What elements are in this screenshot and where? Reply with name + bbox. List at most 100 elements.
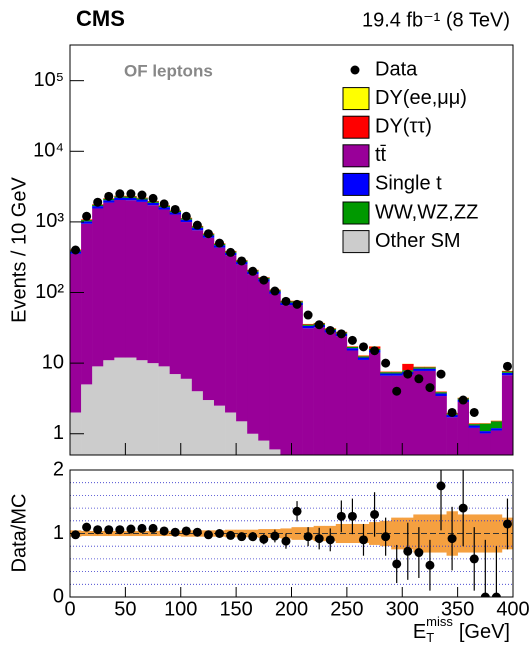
- stack-segment: [291, 305, 303, 455]
- ratio-point: [126, 524, 136, 534]
- data-point: [82, 211, 92, 221]
- legend-swatch: [342, 230, 370, 254]
- y-axis-label: Events / 10 GeV: [8, 177, 30, 323]
- y-tick-label: 10³: [35, 210, 64, 232]
- data-point: [137, 190, 147, 200]
- data-point: [502, 361, 512, 371]
- data-point: [314, 320, 324, 330]
- data-point: [148, 193, 158, 203]
- y-tick-label: 1: [53, 522, 64, 544]
- data-point: [303, 310, 313, 320]
- data-point: [370, 346, 380, 356]
- stack-segment: [247, 274, 259, 434]
- ratio-point: [248, 532, 258, 542]
- x-tick-label: 400: [496, 598, 529, 620]
- data-point: [347, 335, 357, 345]
- stack-segment: [468, 424, 481, 426]
- stack-segment: [468, 425, 481, 428]
- stack-segment: [169, 214, 182, 375]
- x-label-base: E: [413, 621, 426, 643]
- x-tick-label: 300: [386, 598, 419, 620]
- stack-segment: [490, 420, 503, 422]
- ratio-point: [436, 481, 446, 491]
- stack-segment: [247, 433, 259, 455]
- ratio-point: [358, 535, 368, 545]
- stack-segment: [380, 372, 392, 374]
- stack-segment: [258, 281, 270, 441]
- data-point: [325, 325, 335, 335]
- legend-label: Single t: [375, 173, 442, 195]
- ratio-point: [203, 530, 213, 540]
- stack-segment: [357, 355, 370, 357]
- stack-segment: [213, 247, 226, 406]
- stack-segment: [479, 433, 492, 455]
- stack-segment: [346, 346, 359, 349]
- data-point: [436, 369, 446, 379]
- x-label-unit: [GeV]: [459, 621, 510, 643]
- ratio-point: [93, 525, 103, 535]
- stack-segment: [413, 368, 425, 371]
- stack-segment: [501, 371, 513, 373]
- stack-segment: [125, 357, 137, 455]
- stack-segment: [324, 332, 337, 455]
- ratio-point: [159, 526, 169, 536]
- ratio-point: [226, 530, 236, 540]
- data-point: [181, 211, 191, 221]
- stack-segment: [103, 360, 115, 455]
- stack-segment: [402, 363, 414, 371]
- ratio-point: [370, 509, 380, 519]
- stack-segment: [180, 222, 193, 379]
- stack-segment: [490, 428, 503, 431]
- stack-segment: [391, 375, 403, 455]
- ratio-point: [403, 546, 413, 556]
- stack-segment: [435, 392, 447, 394]
- stack-segment: [435, 393, 447, 397]
- stack-segment: [269, 449, 281, 455]
- ratio-point: [181, 526, 191, 536]
- y-tick-label: 1: [53, 422, 64, 444]
- ratio-point: [82, 522, 92, 532]
- data-point: [170, 204, 180, 214]
- ratio-point: [347, 511, 357, 521]
- ratio-frame: [69, 469, 514, 598]
- data-point: [403, 369, 413, 379]
- stack-segment: [191, 391, 204, 455]
- stack-segment: [125, 197, 137, 201]
- x-tick-label: 150: [219, 598, 252, 620]
- data-point: [104, 191, 114, 201]
- data-point: [237, 256, 247, 266]
- ratio-point: [115, 525, 125, 535]
- stack-segment: [446, 417, 458, 455]
- data-point: [425, 383, 435, 393]
- ratio-point: [425, 560, 435, 570]
- x-tick-label: 350: [441, 598, 474, 620]
- stack-segment: [346, 350, 359, 455]
- data-point: [281, 296, 291, 306]
- stack-segment: [490, 421, 503, 429]
- stack-segment: [413, 370, 425, 455]
- stack-segment: [70, 412, 82, 455]
- stack-segment: [435, 391, 447, 393]
- legend-label: tt̄: [375, 144, 387, 166]
- stack-segment: [114, 200, 126, 358]
- stack-segment: [236, 264, 248, 422]
- stack-segment: [92, 208, 104, 367]
- stack-segment: [346, 346, 359, 347]
- stack-segment: [258, 440, 270, 455]
- legend-swatch: [342, 115, 370, 139]
- legend-label: WW,WZ,ZZ: [375, 201, 478, 223]
- stack-segment: [202, 237, 215, 401]
- data-point: [447, 407, 457, 417]
- uncertainty-band: [81, 530, 93, 537]
- x-axis-label: ETmiss [GeV]: [413, 614, 510, 645]
- x-tick-label: 0: [64, 598, 75, 620]
- stack-segment: [479, 431, 492, 434]
- stack-segment: [357, 357, 370, 360]
- y-tick-label: 10⁴: [33, 140, 64, 162]
- stack-segment: [114, 197, 126, 201]
- ratio-point: [502, 519, 512, 529]
- ratio-point: [137, 523, 147, 533]
- stack-segment: [413, 366, 425, 368]
- stack-segment: [402, 374, 414, 455]
- stack-segment: [180, 219, 193, 223]
